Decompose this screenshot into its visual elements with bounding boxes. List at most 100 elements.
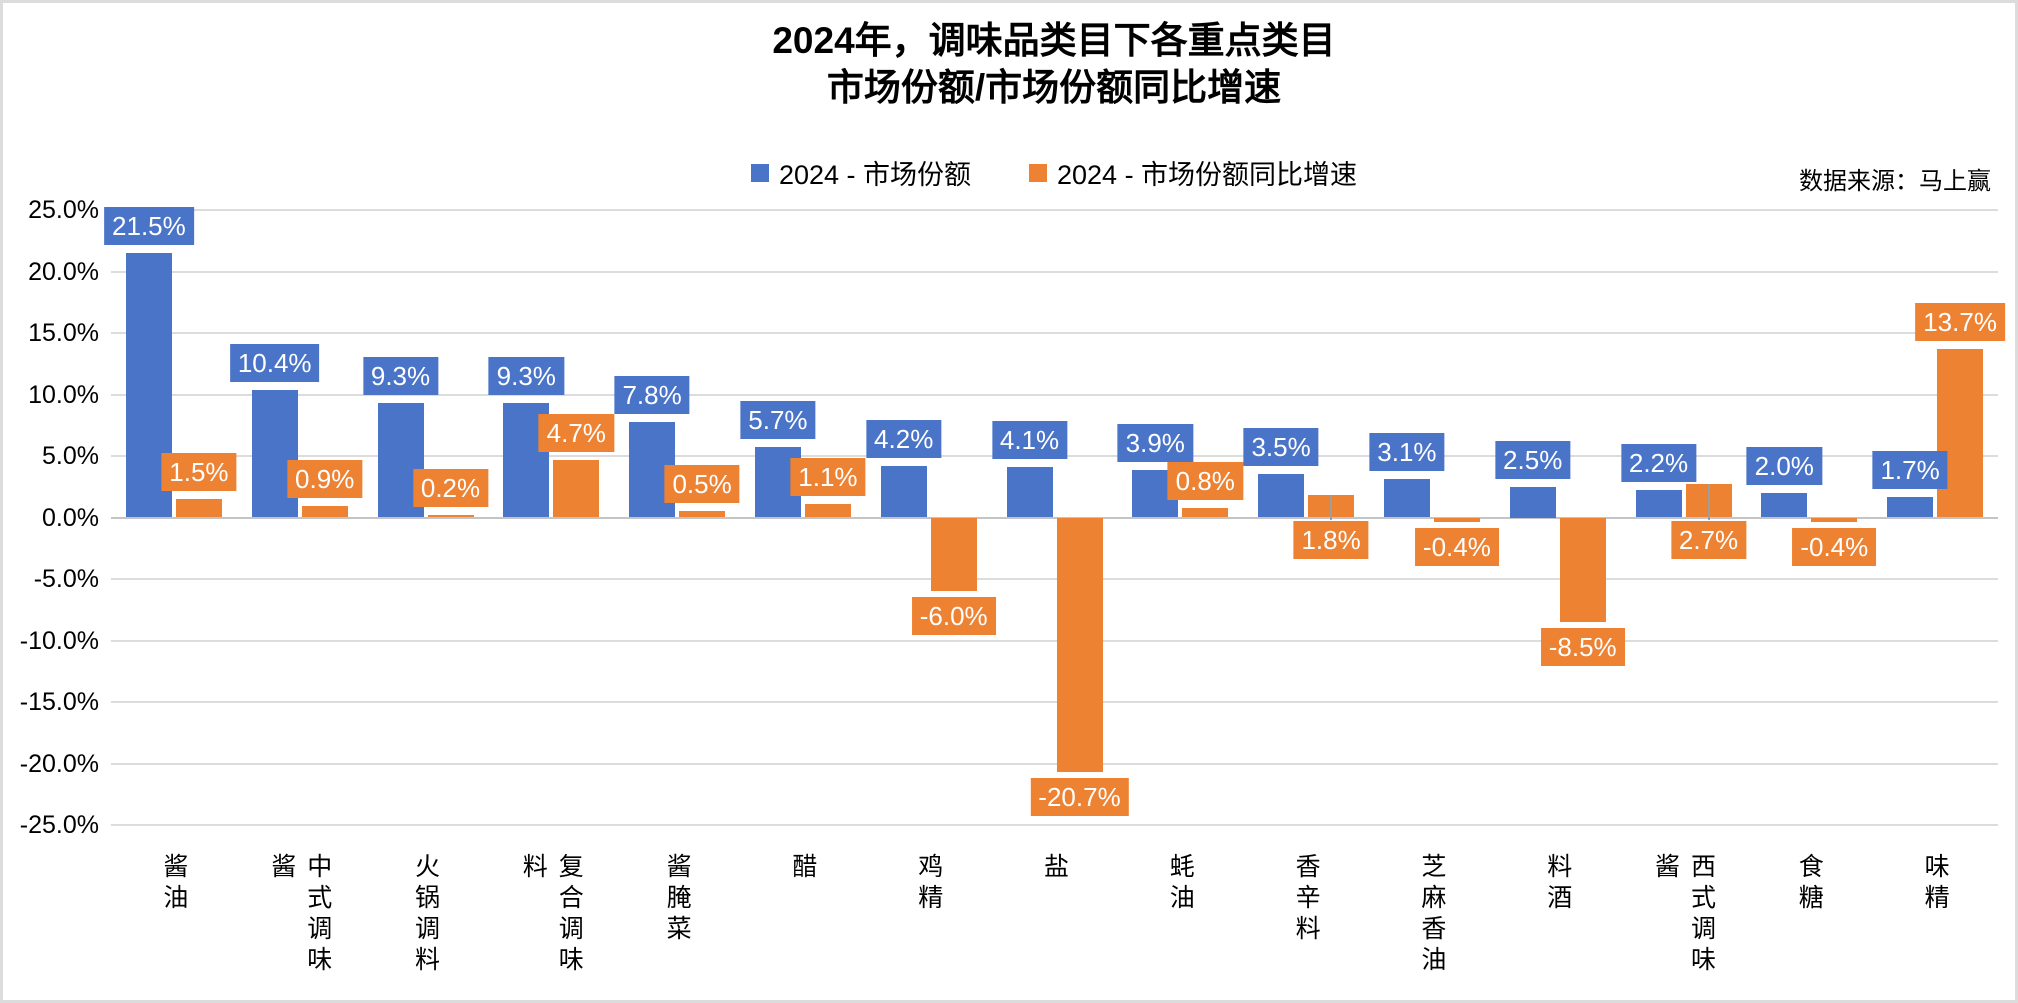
bar-label-market-share: 3.9% — [1117, 423, 1193, 462]
gridline — [111, 762, 1998, 765]
bar-market-share — [1635, 490, 1682, 518]
legend-swatch-blue-icon — [750, 163, 769, 182]
bar-label-growth: 1.1% — [790, 457, 866, 496]
legend-label-market-share: 2024 - 市场份额 — [778, 160, 971, 190]
gridline — [111, 393, 1998, 396]
category-label: 香辛料 — [1292, 853, 1321, 946]
bar-growth — [679, 511, 726, 518]
bar-market-share — [880, 465, 927, 518]
bar-label-growth: 4.7% — [538, 413, 614, 452]
bar-market-share — [1006, 467, 1053, 518]
category-label: 鸡精 — [914, 853, 943, 915]
bar-growth — [1811, 517, 1858, 523]
y-axis-tick-label: -15.0% — [19, 688, 99, 716]
bar-market-share — [1383, 479, 1430, 518]
bar-growth — [1559, 517, 1606, 623]
gridline — [111, 270, 1998, 273]
bar-label-growth: -0.4% — [1414, 528, 1499, 567]
gridline — [111, 639, 1998, 642]
bar-label-growth: 0.8% — [1167, 461, 1243, 500]
bar-label-market-share: 9.3% — [488, 357, 564, 396]
bar-growth — [1056, 517, 1103, 773]
bar-label-market-share: 21.5% — [104, 207, 194, 246]
bar-growth — [1433, 517, 1480, 523]
y-axis-tick-label: 20.0% — [28, 257, 99, 286]
label-leader-line — [1330, 495, 1333, 521]
bar-growth — [301, 506, 348, 518]
category-label: 酱腌菜 — [663, 853, 692, 946]
category-label: 芝麻香油 — [1417, 853, 1446, 977]
bar-market-share — [1887, 496, 1934, 518]
bar-label-growth: 1.8% — [1293, 520, 1369, 559]
y-axis-tick-label: -5.0% — [33, 565, 99, 593]
bar-label-market-share: 3.1% — [1369, 433, 1445, 472]
bar-label-market-share: 1.7% — [1872, 450, 1948, 489]
gridline — [111, 824, 1998, 826]
category-label: 火锅调料 — [411, 853, 440, 977]
bar-label-market-share: 3.5% — [1243, 428, 1319, 467]
bar-label-growth: 0.5% — [664, 465, 740, 504]
legend-swatch-orange-icon — [1029, 163, 1047, 182]
gridline — [111, 701, 1998, 703]
y-axis-tick-label: -10.0% — [19, 626, 99, 655]
legend-item-growth: 2024 - 市场份额同比增速 — [1029, 153, 1357, 192]
data-source-note: 数据来源：马上赢 — [1799, 168, 1991, 195]
bar-market-share — [1258, 474, 1305, 518]
y-axis-tick-label: 10.0% — [28, 380, 99, 409]
zero-gridline — [111, 516, 1998, 519]
category-label: 西式调味酱 — [1651, 853, 1716, 977]
bar-label-growth: 1.5% — [161, 453, 237, 492]
bar-growth — [427, 515, 474, 518]
category-label: 盐 — [1040, 853, 1069, 884]
bar-label-growth: 13.7% — [1915, 302, 2005, 341]
bar-growth — [1937, 348, 1984, 518]
y-axis-tick-label: 5.0% — [42, 442, 99, 470]
legend-label-growth: 2024 - 市场份额同比增速 — [1057, 160, 1358, 190]
bar-label-growth: -20.7% — [1030, 778, 1129, 817]
bar-label-growth: 0.9% — [287, 460, 363, 499]
category-label: 料酒 — [1543, 853, 1572, 915]
bar-market-share — [1509, 486, 1556, 518]
bar-market-share — [1761, 492, 1808, 518]
category-label: 蚝油 — [1166, 853, 1195, 915]
chart-title-line2: 市场份额/市场份额同比增速 — [826, 67, 1282, 108]
category-label: 复合调味料 — [519, 853, 584, 977]
y-axis-tick-label: -25.0% — [19, 811, 99, 839]
gridline — [111, 578, 1998, 580]
category-label: 食糖 — [1795, 853, 1824, 915]
bar-label-market-share: 2.5% — [1495, 440, 1571, 479]
category-label: 酱油 — [159, 853, 188, 915]
y-axis-tick-label: -20.0% — [19, 749, 99, 778]
bar-label-market-share: 2.0% — [1746, 446, 1822, 485]
bar-growth — [1182, 507, 1229, 518]
y-axis-tick-label: 15.0% — [28, 319, 99, 347]
y-axis-tick-label: 0.0% — [42, 503, 99, 532]
bar-label-market-share: 4.2% — [866, 419, 942, 458]
category-label: 中式调味酱 — [267, 853, 332, 977]
bar-growth — [804, 503, 851, 518]
legend: 2024 - 市场份额 2024 - 市场份额同比增速 — [87, 153, 2015, 192]
bar-label-growth: 2.7% — [1670, 520, 1747, 559]
y-axis-tick-label: 25.0% — [28, 196, 99, 224]
bar-label-growth: -8.5% — [1540, 628, 1625, 667]
bar-label-market-share: 5.7% — [740, 401, 816, 440]
bar-growth — [930, 517, 977, 592]
category-label: 醋 — [788, 853, 817, 884]
bar-label-market-share: 10.4% — [229, 343, 320, 382]
chart-title-line1: 2024年，调味品类目下各重点类目 — [772, 20, 1336, 61]
chart-title: 2024年，调味品类目下各重点类目 市场份额/市场份额同比增速 — [87, 17, 2015, 111]
bar-growth — [175, 499, 222, 518]
bar-label-growth: -6.0% — [911, 597, 996, 636]
bar-label-market-share: 4.1% — [991, 421, 1068, 460]
bar-label-growth: -0.4% — [1792, 528, 1877, 567]
bar-label-market-share: 2.2% — [1620, 444, 1697, 483]
gridline — [111, 332, 1998, 334]
bar-label-market-share: 9.3% — [362, 357, 439, 396]
legend-item-market-share: 2024 - 市场份额 — [750, 153, 971, 192]
category-label: 味精 — [1921, 853, 1950, 915]
bar-label-growth: 0.2% — [412, 469, 489, 508]
label-leader-line — [1707, 484, 1710, 521]
gridline — [111, 209, 1998, 211]
bar-label-market-share: 7.8% — [614, 375, 690, 414]
